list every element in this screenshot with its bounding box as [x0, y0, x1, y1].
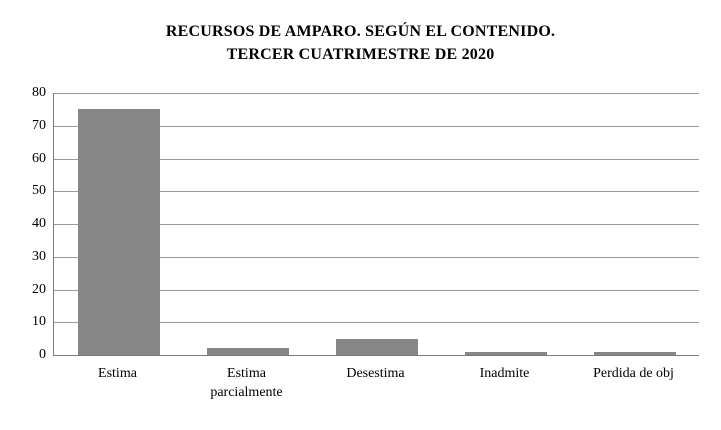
- plot-area: [53, 93, 699, 356]
- y-tick-label-20: 20: [32, 282, 46, 297]
- gridline-70: [54, 126, 699, 127]
- y-tick-label-70: 70: [32, 118, 46, 133]
- x-category-label-desestima: Desestima: [311, 364, 440, 383]
- chart-title-line2: TERCER CUATRIMESTRE DE 2020: [226, 46, 495, 63]
- x-category-label-text: Desestima: [346, 366, 405, 381]
- gridline-40: [54, 224, 699, 225]
- x-category-label-text: Perdida de obj: [593, 366, 674, 381]
- gridline-50: [54, 191, 699, 192]
- bar-perdida-de-obj: [594, 352, 676, 355]
- x-category-label-perdida-de-obj: Perdida de obj: [569, 364, 698, 383]
- y-tick-label-10: 10: [32, 314, 46, 329]
- gridline-20: [54, 290, 699, 291]
- gridline-80: [54, 93, 699, 94]
- y-tick-label-80: 80: [32, 85, 46, 100]
- bar-inadmite: [465, 352, 547, 355]
- bar-estima: [78, 109, 160, 355]
- chart-title: RECURSOS DE AMPARO. SEGÚN EL CONTENIDO. …: [0, 20, 721, 66]
- bar-estima-parcialmente: [207, 348, 289, 355]
- y-tick-label-30: 30: [32, 249, 46, 264]
- y-tick-label-50: 50: [32, 183, 46, 198]
- gridline-30: [54, 257, 699, 258]
- x-category-label-text: Estima: [98, 366, 137, 381]
- x-category-label-text: Estima parcialmente: [210, 366, 283, 400]
- y-tick-label-60: 60: [32, 151, 46, 166]
- y-tick-label-40: 40: [32, 216, 46, 231]
- gridline-10: [54, 322, 699, 323]
- x-category-label-estima-parcialmente: Estima parcialmente: [182, 364, 311, 402]
- gridline-60: [54, 159, 699, 160]
- x-category-label-inadmite: Inadmite: [440, 364, 569, 383]
- x-category-label-estima: Estima: [53, 364, 182, 383]
- x-category-label-text: Inadmite: [479, 366, 530, 381]
- bar-desestima: [336, 339, 418, 355]
- y-tick-label-0: 0: [39, 347, 46, 362]
- chart-title-line1: RECURSOS DE AMPARO. SEGÚN EL CONTENIDO.: [165, 23, 556, 40]
